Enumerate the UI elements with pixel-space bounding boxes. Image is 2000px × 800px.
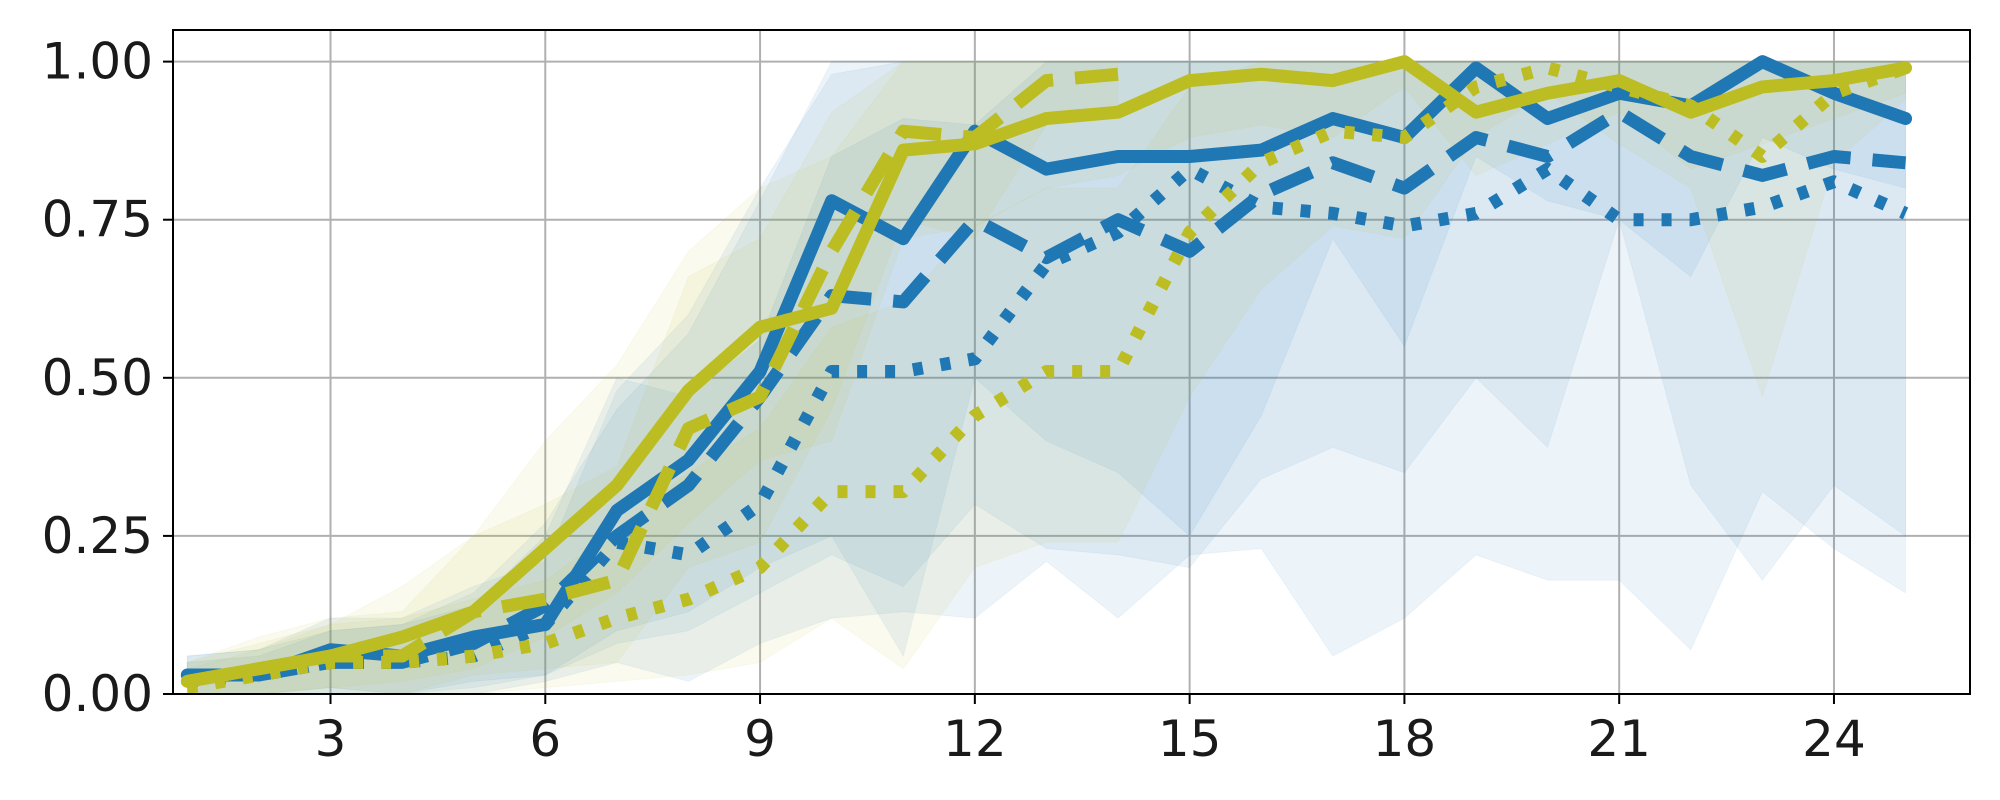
x-tick-label: 6 bbox=[529, 710, 561, 768]
series-lines bbox=[180, 55, 1913, 695]
series-4-dashed-line bbox=[186, 67, 1119, 688]
plot-frame bbox=[172, 29, 1971, 695]
series-5-dotted-line bbox=[186, 61, 1908, 695]
series-1-dashed-line bbox=[187, 105, 1907, 682]
x-tick-label: 24 bbox=[1802, 710, 1866, 768]
x-tick-label: 15 bbox=[1158, 710, 1222, 768]
x-tick-label: 12 bbox=[943, 710, 1007, 768]
x-tick-label: 3 bbox=[315, 710, 347, 768]
y-tick-label: 0.50 bbox=[42, 349, 153, 407]
y-tick-label: 0.25 bbox=[42, 507, 153, 565]
y-tick-label: 0.00 bbox=[42, 665, 153, 723]
y-tick-label: 0.75 bbox=[42, 191, 153, 249]
x-tick-label: 9 bbox=[744, 710, 776, 768]
x-tick-label: 21 bbox=[1587, 710, 1651, 768]
x-tick-label: 18 bbox=[1373, 710, 1437, 768]
x-axis-ticks: 3 6 9 12 15 18 21 24 bbox=[315, 694, 1866, 768]
y-axis-ticks: 0.00 0.25 0.50 0.75 1.00 bbox=[42, 33, 173, 723]
y-tick-label: 1.00 bbox=[42, 33, 153, 91]
